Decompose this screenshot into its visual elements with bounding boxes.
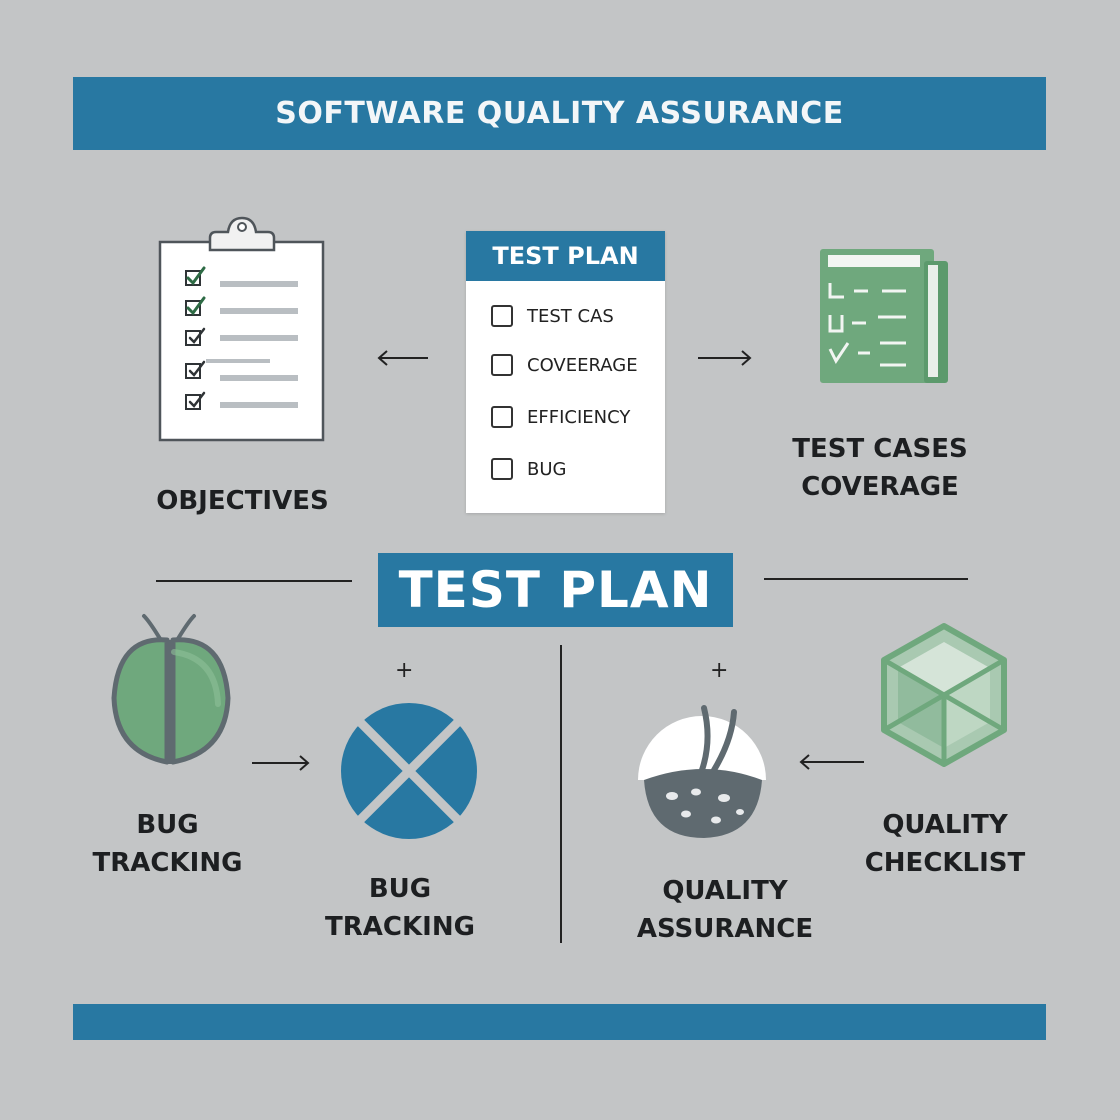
quality-bug-icon [632,700,772,842]
label-line: COVERAGE [801,472,959,502]
label-line: TRACKING [325,912,475,942]
center-title: TEST PLAN [398,561,713,619]
green-ledger-icon [818,247,950,387]
test-plan-card-title: TEST PLAN [492,242,639,270]
vertical-divider [560,645,562,943]
label-line: BUG [368,874,432,904]
label-line: QUALITY [662,876,788,906]
label-line: ASSURANCE [636,914,814,944]
checklist-item-label: COVEERAGE [527,354,638,376]
checkbox[interactable] [491,458,513,480]
divider-line [156,580,352,582]
footer-bar [73,1004,1046,1040]
checkbox[interactable] [491,354,513,376]
checklist-item[interactable]: BUG [491,458,566,480]
label-line: TEST CASES [792,434,968,464]
checkbox[interactable] [491,305,513,327]
arrow-left-icon [798,752,868,772]
checkbox[interactable] [491,406,513,428]
test-plan-card-header: TEST PLAN [466,231,665,281]
clipboard-checklist-icon [158,212,326,444]
bug-tracking-label-right: BUG TRACKING [300,870,500,946]
green-cube-icon [880,622,1008,768]
arrow-right-icon [696,348,754,368]
header-banner: SOFTWARE QUALITY ASSURANCE [73,77,1046,150]
label-line: QUALITY [882,810,1008,840]
center-title-banner: TEST PLAN [378,553,733,627]
quality-assurance-label: QUALITY ASSURANCE [620,872,830,948]
blue-cross-circle-icon [340,702,478,840]
checklist-item-label: BUG [527,458,567,480]
arrow-right-icon [250,753,312,773]
bug-tracking-label-left: BUG TRACKING [80,806,255,882]
checklist-item[interactable]: EFFICIENCY [491,406,630,428]
checklist-item-label: TEST CAS [527,305,614,327]
test-cases-coverage-label: TEST CASES COVERAGE [765,430,995,506]
checklist-item[interactable]: COVEERAGE [491,354,638,376]
page-title: SOFTWARE QUALITY ASSURANCE [275,96,844,131]
checklist-item[interactable]: TEST CAS [491,305,614,327]
test-plan-card: TEST PLAN TEST CAS COVEERAGE EFFICIENCY … [466,231,665,513]
checklist-item-label: EFFICIENCY [527,406,631,428]
objectives-label: OBJECTIVES [156,486,329,516]
label-line: CHECKLIST [864,848,1026,878]
quality-checklist-label: QUALITY CHECKLIST [840,806,1050,882]
plus-icon: + [710,658,729,683]
label-line: BUG [136,810,199,840]
arrow-left-icon [376,348,432,368]
plus-icon: + [395,658,414,683]
divider-line [764,578,968,580]
green-beetle-icon [110,612,232,772]
label-line: TRACKING [92,848,243,878]
